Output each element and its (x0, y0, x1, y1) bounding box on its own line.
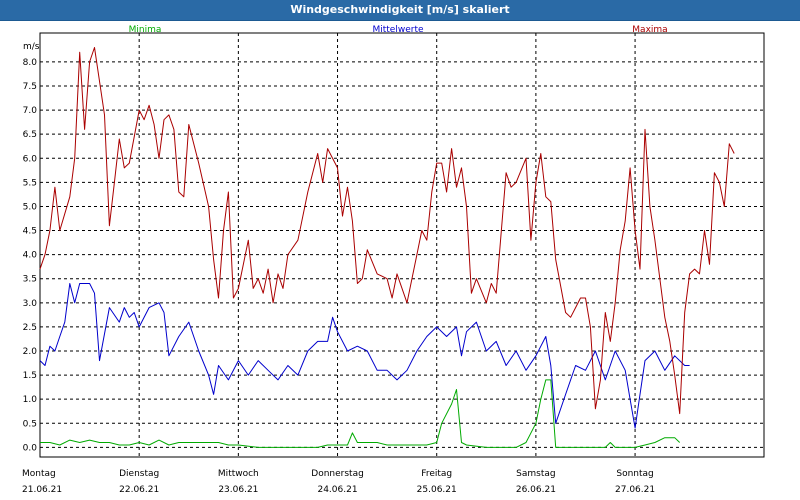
y-tick-label: 4.5 (23, 227, 37, 237)
series-line-minima (40, 379, 681, 448)
plot-frame (39, 32, 765, 458)
x-tick-day-label: Samstag (516, 469, 555, 479)
x-tick-date-label: 24.06.21 (317, 485, 357, 495)
y-tick-label: 4.0 (23, 251, 38, 261)
y-tick-label: 0.0 (23, 443, 38, 453)
y-tick-label: 1.0 (23, 395, 38, 405)
x-tick-day-label: Donnerstag (311, 469, 364, 479)
y-tick-label: 3.0 (23, 299, 38, 309)
series-line-maxima (39, 47, 735, 415)
chart-area: 0.0 0.5 1.0 1.5 2.0 2.5 3.0 3.5 4.0 4.5 5.0 5.5 6.0 6… (22, 25, 765, 495)
x-tick-day-label: Mittwoch (218, 469, 259, 479)
legend-entry-mittelwerte: Mittelwerte (372, 25, 423, 35)
x-tick-day-label: Sonntag (616, 469, 653, 479)
y-tick-label: 7.5 (23, 82, 37, 92)
legend-entry-maxima: Maxima (632, 25, 667, 35)
series-line-mittelwerte (39, 283, 690, 429)
y-tick-label: 5.0 (23, 202, 38, 212)
x-tick-date-label: 27.06.21 (615, 485, 655, 495)
x-tick-day-label: Freitag (421, 469, 452, 479)
x-tick-date-label: 21.06.21 (22, 485, 62, 495)
x-tick-date-label: 23.06.21 (218, 485, 258, 495)
y-tick-label: 6.5 (23, 130, 37, 140)
y-tick-label: 2.0 (23, 347, 38, 357)
y-axis-label: m/s (23, 42, 40, 52)
legend-entry-minima: Minima (129, 25, 162, 35)
x-axis: Montag 21.06.21 Dienstag 22.06.21 Mittwoch 23… (22, 469, 655, 495)
x-tick-date-label: 22.06.21 (119, 485, 159, 495)
y-tick-label: 7.0 (23, 106, 38, 116)
chart-title: Windgeschwindigkeit [m/s] skaliert (0, 0, 800, 21)
y-tick-label: 2.5 (23, 323, 37, 333)
y-tick-label: 8.0 (23, 58, 38, 68)
grid-lines (40, 33, 764, 457)
y-tick-label: 0.5 (23, 419, 37, 429)
x-tick-date-label: 26.06.21 (516, 485, 556, 495)
y-tick-label: 3.5 (23, 275, 37, 285)
y-tick-label: 1.5 (23, 371, 37, 381)
y-tick-label: 5.5 (23, 178, 37, 188)
x-tick-date-label: 25.06.21 (417, 485, 457, 495)
x-tick-day-label: Dienstag (119, 469, 159, 479)
y-tick-label: 6.0 (23, 154, 38, 164)
series-lines (39, 47, 735, 448)
y-axis: 0.0 0.5 1.0 1.5 2.0 2.5 3.0 3.5 4.0 4.5 5.0 5.5 6.0 6… (23, 58, 38, 453)
legend: Minima Mittelwerte Maxima (129, 25, 668, 35)
x-tick-day-label: Montag (22, 469, 56, 479)
